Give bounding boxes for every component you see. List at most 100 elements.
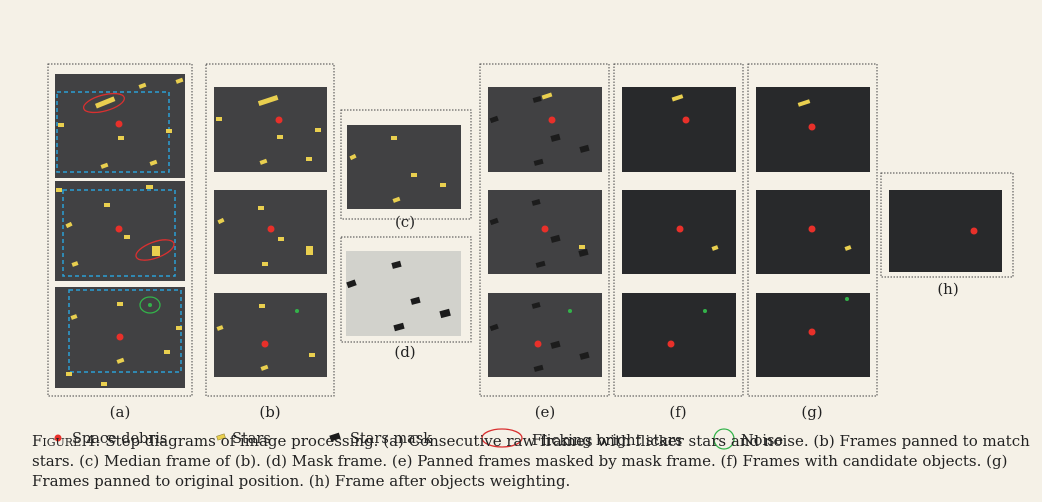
frame-a2 xyxy=(55,181,185,281)
noise-ring xyxy=(139,296,161,314)
star xyxy=(440,183,446,187)
noise xyxy=(568,309,572,313)
star xyxy=(411,173,417,177)
star xyxy=(124,235,130,239)
column-h: (h) xyxy=(880,172,1014,298)
column-d: (d) xyxy=(340,236,472,361)
mask xyxy=(533,364,544,372)
frame-f2 xyxy=(622,190,736,274)
mask xyxy=(531,199,541,206)
frame-b1 xyxy=(214,87,327,172)
star xyxy=(146,185,153,189)
mask xyxy=(410,296,421,305)
legend-stars-mask: Stars mask xyxy=(350,431,432,447)
frame-g3 xyxy=(756,293,870,377)
frame-b2 xyxy=(214,190,327,274)
star xyxy=(71,261,79,267)
mask xyxy=(550,133,561,142)
frame-g1 xyxy=(756,87,870,172)
debris xyxy=(808,225,816,233)
star xyxy=(166,129,172,133)
column-b: (b) xyxy=(205,63,335,421)
star xyxy=(391,136,397,140)
legend-stars: Stars xyxy=(232,431,271,447)
panel-label-a: (a) xyxy=(110,403,131,421)
debris xyxy=(682,116,690,124)
panel-label-h: (h) xyxy=(937,280,958,298)
column-a-border xyxy=(47,63,193,397)
noise xyxy=(703,309,707,313)
column-c-border xyxy=(340,109,472,220)
star xyxy=(216,325,224,331)
column-g-border xyxy=(747,63,878,397)
star xyxy=(259,304,265,308)
star xyxy=(138,82,147,89)
star xyxy=(116,357,125,364)
debris xyxy=(115,225,123,233)
panel-label-d: (d) xyxy=(394,343,415,361)
crop-box xyxy=(62,189,176,277)
star xyxy=(101,382,107,386)
star xyxy=(278,237,284,241)
star xyxy=(217,217,225,225)
debris xyxy=(548,116,556,124)
debris xyxy=(667,340,675,348)
column-h-border xyxy=(880,172,1014,278)
star xyxy=(309,353,315,357)
mask xyxy=(578,248,589,257)
mask xyxy=(531,302,541,309)
panel-label-g: (g) xyxy=(801,403,822,421)
caption-label: Figure 4: xyxy=(32,432,101,450)
star xyxy=(152,246,160,256)
star xyxy=(66,372,72,376)
mask xyxy=(439,308,451,319)
mask xyxy=(393,322,405,332)
debris xyxy=(970,227,978,235)
star xyxy=(258,206,264,210)
debris xyxy=(275,116,283,124)
star xyxy=(65,221,73,229)
legend-debris-swatch xyxy=(54,434,62,442)
debris xyxy=(261,340,269,348)
column-e: (e) xyxy=(479,63,610,421)
panel-label-e: (e) xyxy=(535,403,556,421)
caption-text: Step diagrams of image processing. (a) C… xyxy=(32,432,1030,490)
star xyxy=(306,246,313,255)
figure-caption: Figure 4: Step diagrams of image process… xyxy=(32,431,1032,491)
frame-g2 xyxy=(756,190,870,274)
star xyxy=(392,196,401,203)
star xyxy=(117,302,123,306)
mask xyxy=(579,144,590,153)
column-f-border xyxy=(613,63,744,397)
legend-star-swatch xyxy=(216,433,226,441)
mask xyxy=(346,279,357,289)
star xyxy=(175,77,184,84)
mask xyxy=(391,260,402,269)
column-d-border xyxy=(340,236,472,343)
legend-mask-swatch xyxy=(329,432,341,442)
frame-h xyxy=(889,190,1002,272)
star xyxy=(579,245,585,249)
star xyxy=(306,157,312,161)
star xyxy=(56,188,62,192)
frame-c xyxy=(347,125,461,209)
frame-f1 xyxy=(622,87,736,172)
legend-space-debris: Space debris xyxy=(72,431,167,447)
mask xyxy=(489,115,499,124)
debris xyxy=(115,120,123,128)
star xyxy=(797,99,811,107)
column-f: (f) xyxy=(613,63,744,421)
frame-b3 xyxy=(214,293,327,377)
frame-a3 xyxy=(55,287,185,388)
mask xyxy=(579,351,590,360)
mask xyxy=(489,323,499,332)
noise xyxy=(148,303,152,307)
debris xyxy=(808,123,816,131)
flicker-ring xyxy=(135,239,175,261)
column-g: (g) xyxy=(747,63,878,421)
debris xyxy=(534,340,542,348)
star xyxy=(104,203,110,207)
column-a: (a) xyxy=(47,63,193,421)
mask xyxy=(550,234,561,243)
star xyxy=(70,314,78,320)
